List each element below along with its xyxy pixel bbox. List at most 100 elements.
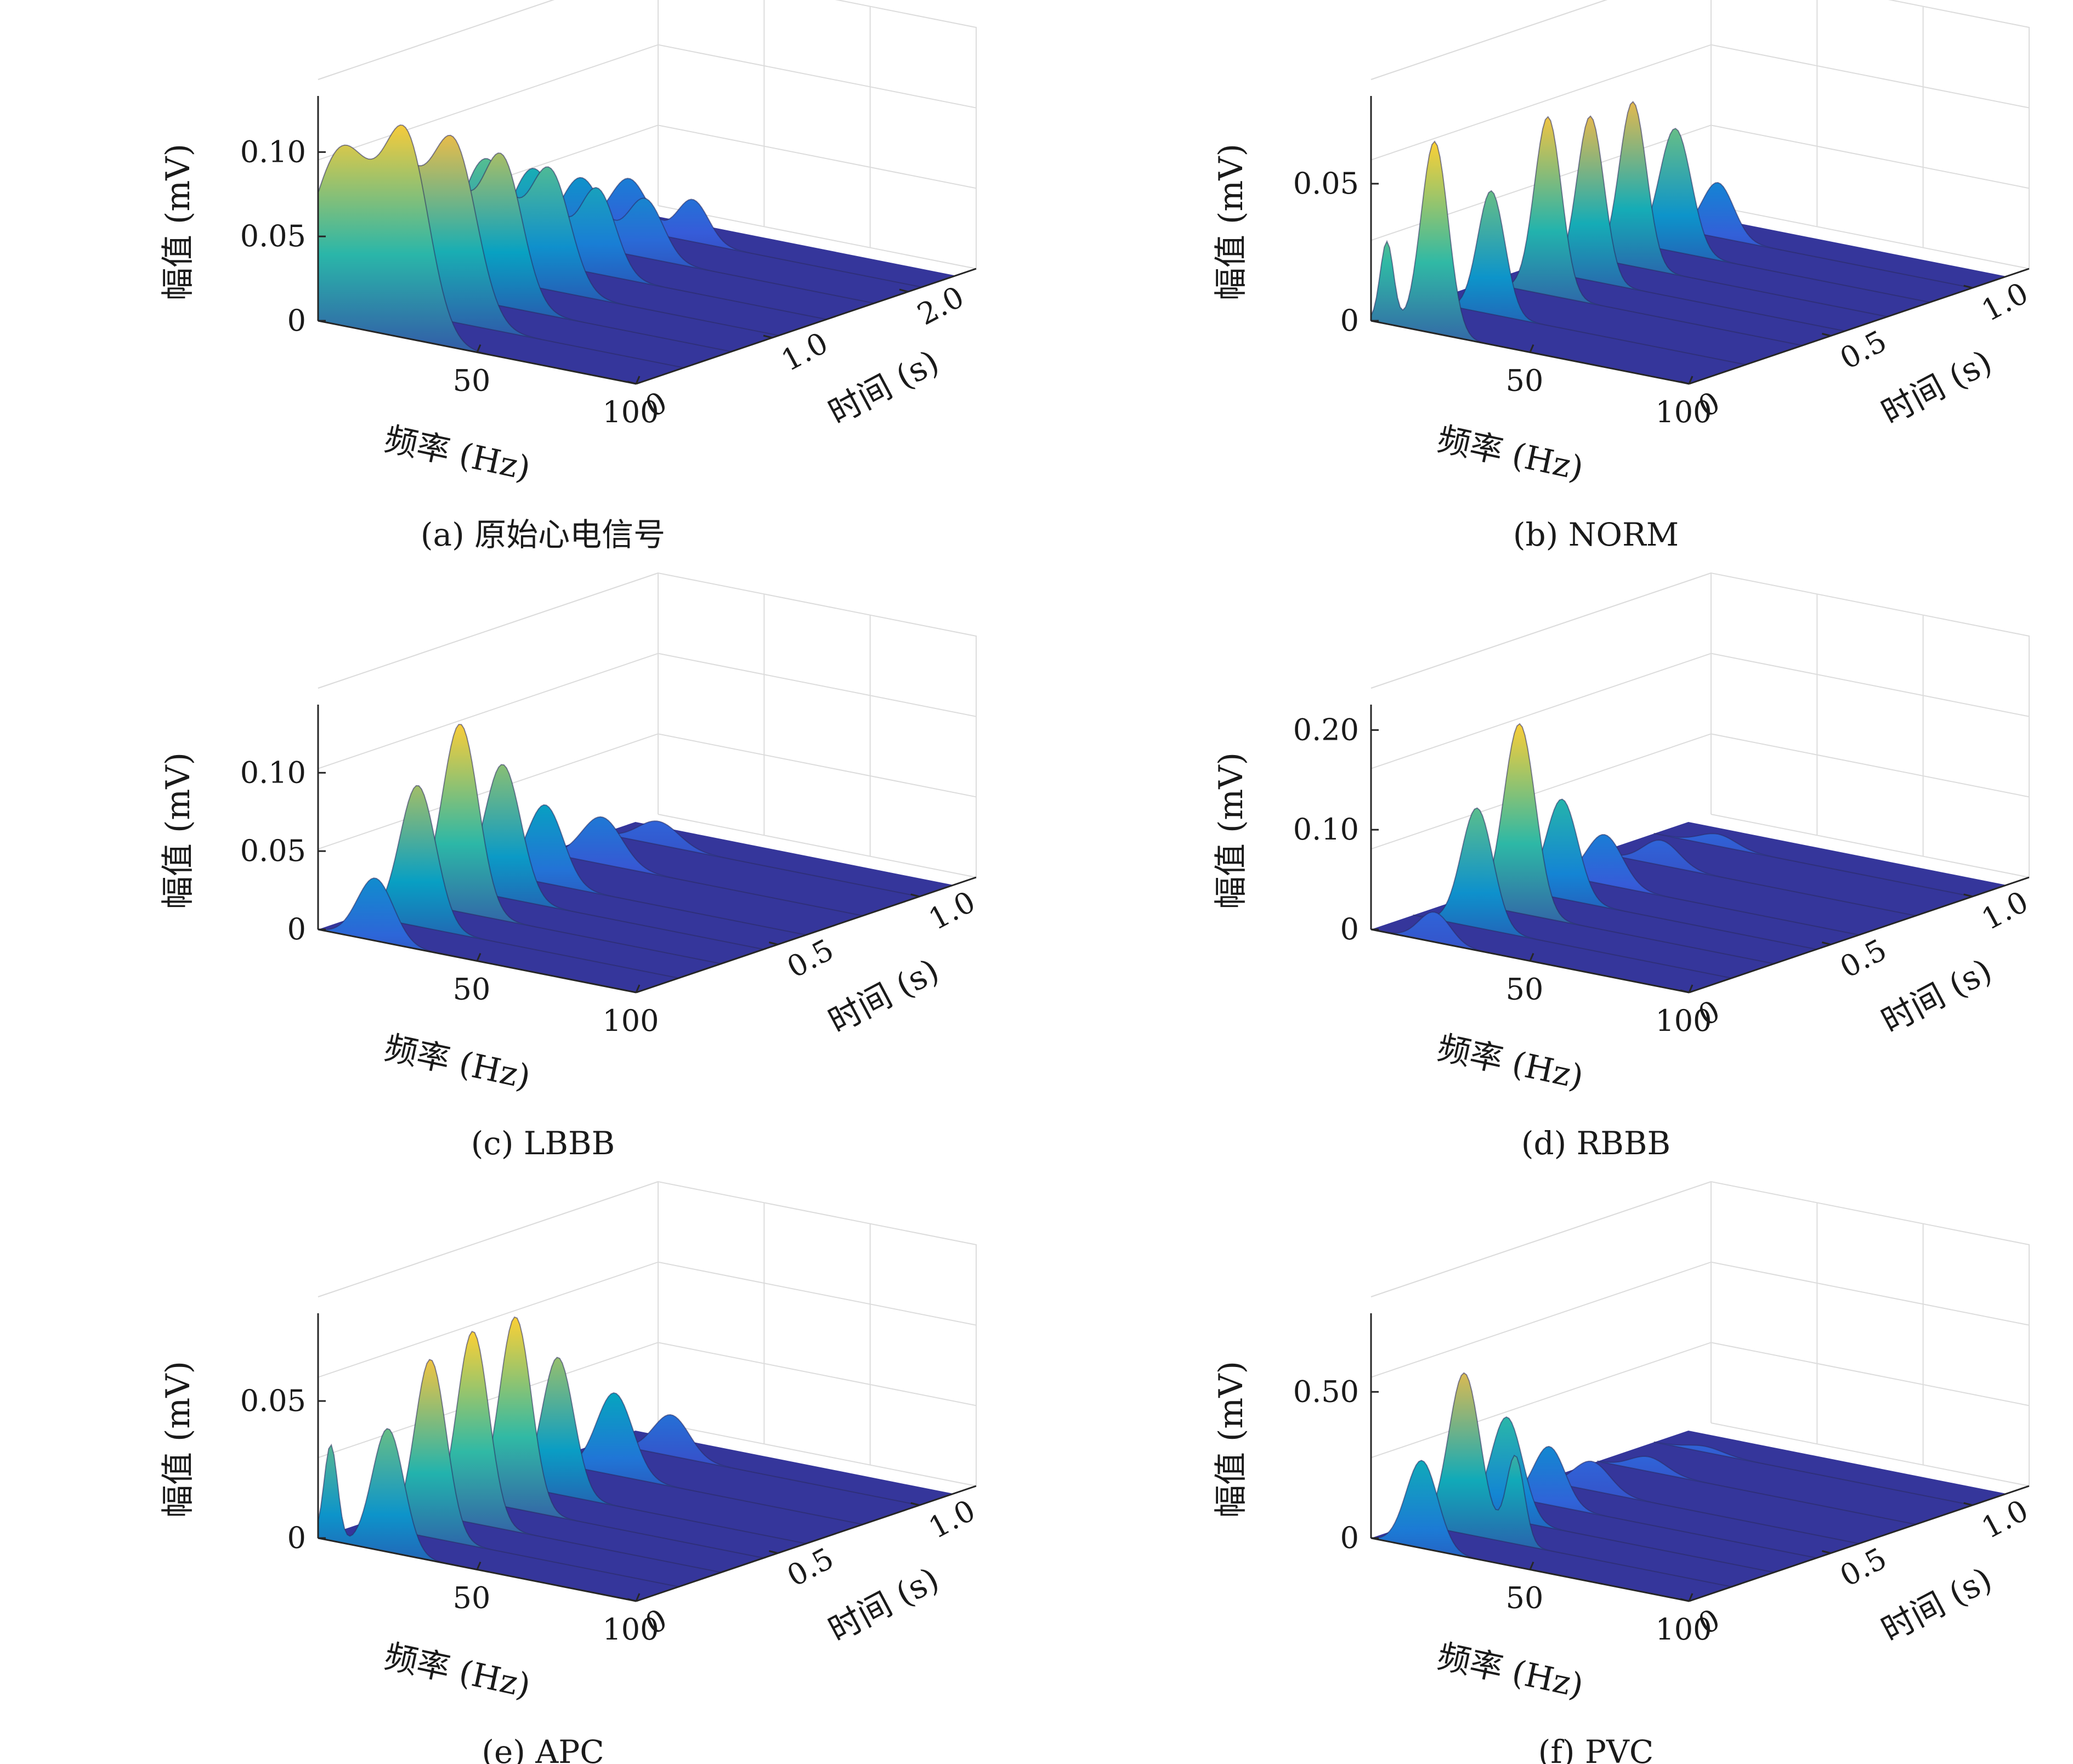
y-axis-label: 时间 (s) (1876, 343, 1998, 433)
x-tick-label: 100 (1655, 395, 1712, 429)
z-axis-label: 幅值 (mV) (159, 752, 197, 909)
surface (1370, 723, 2007, 993)
grid (1370, 1181, 2030, 1487)
x-axis-label: 频率 (Hz) (1434, 1029, 1587, 1097)
grid (318, 1181, 977, 1487)
surface-slice (1413, 1372, 1732, 1587)
z-tick-label: 0.10 (240, 755, 306, 790)
z-tick-label: 0.05 (240, 1383, 306, 1418)
surface-slice (1540, 834, 1860, 935)
z-tick-label: 0 (287, 303, 306, 338)
surface-slice (488, 804, 807, 935)
x-tick-label: 100 (1655, 1003, 1712, 1038)
surface-slice (601, 1414, 920, 1506)
z-tick-label: 0.05 (240, 833, 306, 868)
surface (1370, 1372, 2007, 1602)
surface-slice (445, 1316, 764, 1559)
grid (318, 0, 977, 269)
surface-slice (1597, 840, 1916, 916)
surface-slice (1483, 116, 1803, 346)
surface-floor (318, 822, 954, 992)
y-axis-label: 时间 (s) (823, 951, 945, 1041)
surface-floor (318, 212, 956, 384)
y-axis-line (636, 268, 977, 385)
surface-floor (318, 1431, 954, 1601)
surface-slice (1455, 723, 1775, 965)
grid (1370, 572, 2030, 878)
surface-slice (1427, 190, 1746, 365)
grid (318, 572, 977, 878)
surface-slice (1498, 798, 1817, 950)
x-axis-label: 频率 (Hz) (1434, 1637, 1587, 1706)
panel-caption: (a) 原始心电信号 (421, 516, 665, 553)
y-axis-label: 时间 (s) (823, 1560, 945, 1650)
y-axis-label: 时间 (s) (823, 343, 945, 433)
surface-slice (1597, 1455, 1916, 1525)
z-tick-label: 0.10 (1293, 812, 1359, 847)
y-axis-line (1689, 1485, 2030, 1602)
x-axis-label: 频率 (Hz) (381, 1029, 534, 1097)
surface-slice (1653, 181, 1973, 288)
z-axis-label: 幅值 (mV) (1212, 144, 1250, 300)
x-axis-label: 频率 (Hz) (381, 420, 534, 489)
y-axis-line (1689, 268, 2030, 385)
surface-slice (601, 820, 920, 897)
x-tick-label: 100 (602, 395, 659, 429)
x-tick-label: 50 (1506, 972, 1544, 1007)
surface-slice (403, 724, 722, 965)
x-tick-label: 50 (453, 972, 491, 1007)
surface-slice (1413, 807, 1732, 979)
y-axis-label: 时间 (s) (1876, 1560, 1998, 1650)
panel-caption: (c) LBBB (471, 1125, 615, 1162)
surface-slice (1498, 1445, 1817, 1559)
surface-slice (360, 785, 679, 979)
z-tick-label: 0 (287, 912, 306, 946)
surface-slice (1568, 100, 1888, 317)
y-axis-line (1689, 876, 2030, 994)
z-tick-label: 0.10 (240, 134, 306, 169)
surface (318, 1316, 954, 1602)
x-tick-label: 100 (602, 1003, 659, 1038)
surface-slice (1653, 832, 1973, 897)
x-tick-label: 50 (1506, 1581, 1544, 1615)
x-tick-label: 100 (1655, 1612, 1712, 1647)
surface-slice (544, 816, 863, 916)
surface (318, 724, 954, 993)
z-tick-label: 0.50 (1293, 1374, 1359, 1409)
panel-caption: (b) NORM (1513, 516, 1679, 553)
surface-floor (1371, 213, 2007, 384)
surface-slice (544, 1392, 863, 1525)
z-tick-label: 0 (287, 1521, 306, 1555)
surface-slice (403, 1330, 722, 1573)
surface-slice (1526, 115, 1845, 332)
z-axis-label: 幅值 (mV) (1212, 752, 1250, 909)
surface-slice (1653, 1441, 1973, 1506)
x-tick-label: 100 (602, 1612, 659, 1647)
x-tick-label: 50 (453, 1581, 491, 1615)
z-axis-label: 幅值 (mV) (1212, 1361, 1250, 1518)
surface-slice (445, 764, 764, 950)
x-tick-label: 50 (453, 364, 491, 398)
z-tick-label: 0 (1340, 303, 1359, 338)
y-axis-label: 时间 (s) (1876, 951, 1998, 1041)
z-tick-label: 0 (1340, 1521, 1359, 1555)
z-tick-label: 0.05 (1293, 166, 1359, 201)
z-tick-label: 0 (1340, 912, 1359, 946)
x-axis-label: 频率 (Hz) (381, 1637, 534, 1706)
surface (1370, 100, 2007, 384)
surface-slice (1611, 128, 1930, 303)
x-axis-label: 频率 (Hz) (1434, 420, 1587, 489)
z-axis-label: 幅值 (mV) (159, 144, 197, 300)
surface-floor (1371, 822, 2007, 992)
surface (318, 124, 956, 384)
z-axis-label: 幅值 (mV) (159, 1361, 197, 1518)
z-tick-label: 0.20 (1293, 712, 1359, 747)
surface-slice (1540, 1460, 1860, 1544)
panel-caption: (f) PVC (1538, 1733, 1653, 1764)
